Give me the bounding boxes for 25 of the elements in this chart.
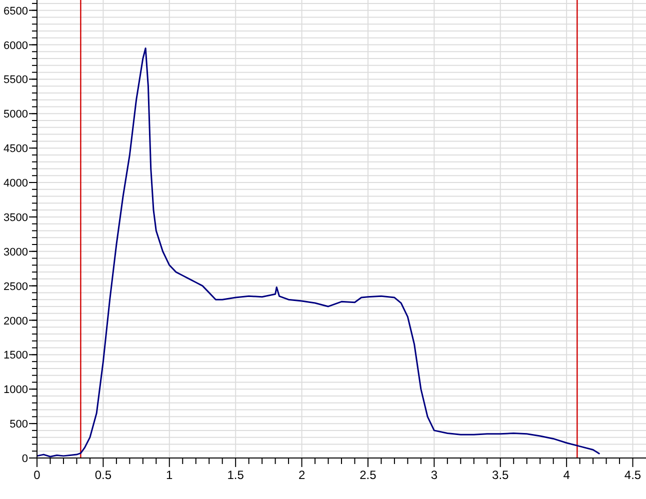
y-tick-label: 4500	[4, 143, 28, 156]
y-tick-label: 3000	[4, 246, 28, 258]
line-series	[36, 47, 600, 458]
x-tick-label: 4	[563, 468, 570, 482]
y-tick-label: 6500	[4, 5, 28, 18]
y-tick-label: 1500	[4, 350, 28, 362]
y-tick-label: 2500	[4, 280, 28, 293]
y-tick-label: 0	[22, 453, 28, 465]
y-tick-label: 500	[10, 418, 28, 431]
x-tick-label: 1.5	[227, 468, 244, 482]
x-tick-label: 1	[166, 468, 174, 482]
y-tick-label: 5500	[4, 74, 28, 86]
x-tick-label: 0.5	[94, 468, 112, 482]
y-tick-label: 2000	[4, 315, 28, 328]
x-tick-label: 2.5	[360, 468, 377, 482]
x-tick-label: 4.5	[624, 468, 642, 482]
y-tick-label: 5000	[4, 108, 28, 121]
x-tick-label: 3.5	[492, 468, 510, 482]
x-tick-label: 3	[430, 468, 438, 482]
y-tick-label: 4000	[4, 178, 28, 190]
x-tick-label: 0	[34, 468, 41, 482]
y-tick-label: 6000	[4, 40, 28, 52]
x-tick-label: 2	[298, 468, 306, 482]
y-tick-label: 3500	[4, 212, 28, 224]
y-tick-label: 1000	[4, 384, 28, 396]
